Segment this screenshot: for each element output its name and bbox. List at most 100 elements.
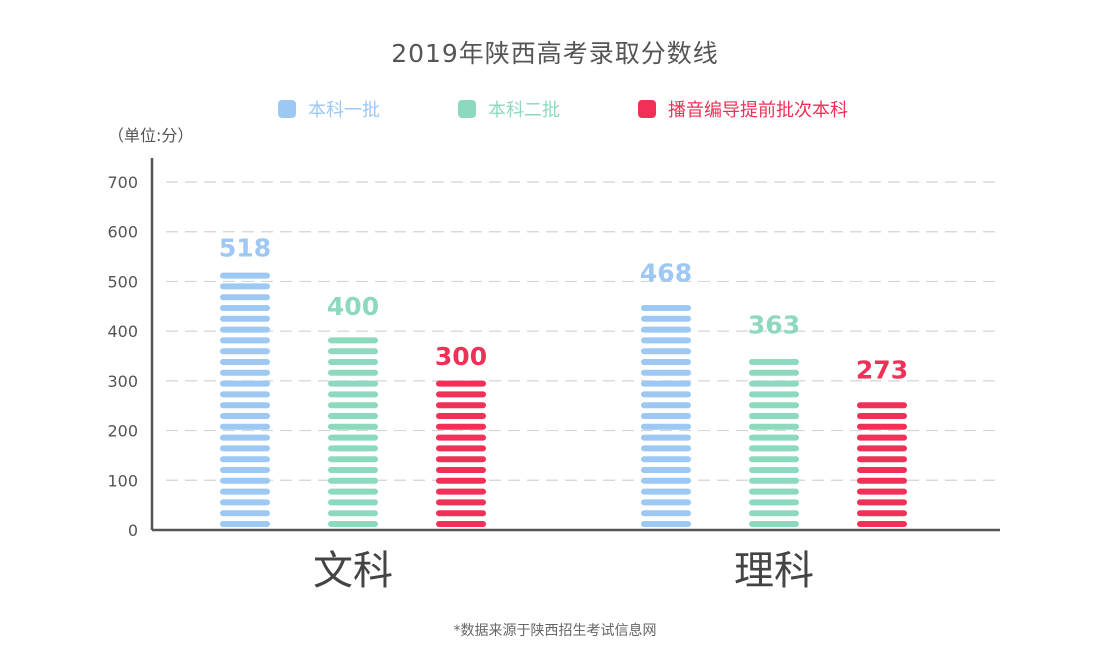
chart-title: 2019年陕西高考录取分数线	[391, 39, 719, 68]
data-label: 363	[748, 311, 800, 340]
bar-理科-播音编导提前批次本科	[857, 402, 907, 527]
bar-stripe	[436, 423, 486, 430]
bar-stripe	[749, 413, 799, 419]
legend-item-series-2: 本科二批	[458, 96, 560, 122]
bar-stripe	[641, 348, 691, 355]
data-label: 273	[856, 355, 908, 384]
y-tick-label: 100	[107, 471, 138, 490]
legend-swatch-series-2	[458, 100, 476, 118]
bar-stripe	[641, 337, 691, 344]
bar-stripe	[641, 391, 691, 398]
bar-stripe	[328, 456, 378, 463]
legend-swatch-series-1	[278, 100, 296, 118]
bar-stripe	[749, 359, 799, 365]
bar-stripe	[641, 445, 691, 452]
bar-stripe	[328, 402, 378, 409]
bar-stripe	[220, 315, 270, 322]
bar-stripe	[220, 359, 270, 365]
bar-stripe	[436, 510, 486, 517]
bar-stripe	[436, 477, 486, 484]
bar-文科-本科二批	[328, 337, 378, 527]
legend-label-series-1: 本科一批	[308, 100, 380, 121]
bar-stripe	[436, 445, 486, 452]
bar-stripe	[749, 521, 799, 527]
bar-stripe	[220, 369, 270, 376]
bar-stripe	[641, 510, 691, 517]
bar-stripe	[641, 488, 691, 495]
bar-stripe	[220, 423, 270, 430]
bar-stripe	[749, 445, 799, 452]
bar-stripe	[641, 315, 691, 322]
bar-stripe	[749, 434, 799, 441]
bar-stripe	[436, 413, 486, 419]
bar-stripe	[220, 467, 270, 473]
bar-stripe	[220, 477, 270, 484]
bar-stripe	[641, 402, 691, 409]
bar-stripe	[328, 499, 378, 506]
x-category-label: 文科	[313, 548, 393, 594]
bar-stripe	[641, 521, 691, 527]
bar-stripe	[328, 337, 378, 344]
bar-文科-播音编导提前批次本科	[436, 380, 486, 527]
bar-stripe	[328, 413, 378, 419]
bar-stripe	[641, 499, 691, 506]
bar-stripe	[220, 510, 270, 517]
bar-理科-本科一批	[641, 305, 691, 527]
bar-stripe	[220, 294, 270, 301]
y-tick-label: 0	[128, 521, 138, 540]
bar-stripe	[436, 391, 486, 398]
bar-stripe	[220, 521, 270, 527]
data-label: 300	[435, 342, 487, 371]
bar-stripe	[641, 456, 691, 463]
bar-stripe	[328, 391, 378, 398]
bar-stripe	[641, 380, 691, 387]
legend-item-series-3: 播音编导提前批次本科	[638, 96, 848, 122]
bar-stripe	[220, 283, 270, 290]
bar-stripe	[749, 510, 799, 517]
bar-stripe	[436, 456, 486, 463]
bar-stripe	[436, 488, 486, 495]
bar-stripe	[857, 434, 907, 441]
bar-stripe	[857, 413, 907, 419]
bar-stripe	[220, 380, 270, 387]
bar-stripe	[220, 337, 270, 344]
source-note: *数据来源于陕西招生考试信息网	[453, 623, 657, 639]
bar-stripe	[857, 488, 907, 495]
bar-stripe	[641, 423, 691, 430]
y-tick-label: 200	[107, 422, 138, 441]
bar-stripe	[641, 369, 691, 376]
bar-stripe	[749, 402, 799, 409]
legend-item-series-1: 本科一批	[278, 96, 380, 122]
bar-stripe	[436, 521, 486, 527]
bar-stripe	[436, 380, 486, 387]
bar-stripe	[641, 477, 691, 484]
bar-stripe	[749, 488, 799, 495]
legend-swatch-series-3	[638, 100, 656, 118]
bar-stripe	[749, 477, 799, 484]
bar-stripe	[328, 423, 378, 430]
bar-stripe	[641, 467, 691, 473]
bar-stripe	[220, 445, 270, 452]
bar-stripe	[641, 413, 691, 419]
bar-理科-本科二批	[749, 359, 799, 527]
y-tick-label: 600	[107, 223, 138, 242]
legend-label-series-2: 本科二批	[488, 100, 560, 121]
bar-stripe	[328, 369, 378, 376]
bar-stripe	[220, 402, 270, 409]
bar-stripe	[220, 272, 270, 279]
bar-stripe	[220, 499, 270, 506]
bar-stripe	[857, 423, 907, 430]
bar-stripe	[220, 434, 270, 441]
y-tick-label: 400	[107, 322, 138, 341]
bar-stripe	[857, 402, 907, 409]
bar-stripe	[328, 434, 378, 441]
y-tick-label: 300	[107, 372, 138, 391]
bar-stripe	[436, 499, 486, 506]
bar-stripe	[641, 326, 691, 333]
data-label: 468	[640, 258, 692, 287]
bar-文科-本科一批	[220, 272, 270, 527]
y-tick-label: 500	[107, 272, 138, 291]
bar-stripe	[220, 413, 270, 419]
bar-stripe	[436, 402, 486, 409]
